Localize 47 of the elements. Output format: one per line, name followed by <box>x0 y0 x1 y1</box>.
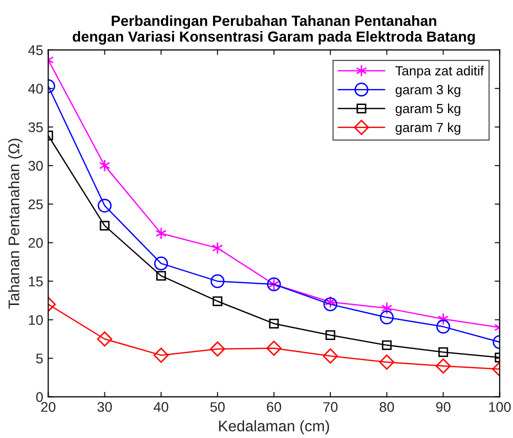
point <box>156 227 167 240</box>
y-tick-label: 10 <box>28 315 43 325</box>
x-tick-label: 100 <box>489 402 511 412</box>
point <box>100 220 110 231</box>
point <box>154 348 169 363</box>
x-tick-label: 40 <box>154 402 168 412</box>
point <box>98 198 112 213</box>
x-tick-label: 60 <box>266 402 282 412</box>
point <box>156 270 166 281</box>
y-axis-title: Tahanan Pentanahan (Ω) <box>8 138 22 309</box>
y-tick-label: 30 <box>28 160 43 171</box>
y-tick-label: 35 <box>28 122 43 132</box>
y-tick-label: 5 <box>36 354 43 364</box>
y-tick-label: 20 <box>28 238 43 248</box>
x-tick-label: 70 <box>323 402 338 412</box>
point <box>323 297 338 312</box>
point <box>322 348 338 364</box>
point <box>379 354 394 370</box>
point <box>210 341 226 357</box>
legend-label: Tanpa zat aditif <box>395 66 484 78</box>
point <box>438 347 448 357</box>
x-axis-title: Kedalaman (cm) <box>219 420 330 434</box>
y-tick-label: 25 <box>28 199 43 210</box>
point <box>266 340 282 356</box>
point <box>382 340 392 350</box>
point <box>380 310 394 324</box>
x-tick-label: 90 <box>436 402 450 412</box>
x-tick-label: 50 <box>210 402 225 412</box>
point <box>326 330 336 340</box>
legend-label: garam 5 kg <box>396 104 460 116</box>
legend-label: garam 3 kg <box>396 84 460 97</box>
point <box>97 331 112 347</box>
point <box>212 296 222 306</box>
x-tick-label: 80 <box>380 402 394 412</box>
legend-label: garam 7 kg <box>396 122 460 135</box>
y-tick-label: 40 <box>28 84 43 94</box>
point <box>436 358 451 374</box>
point <box>154 256 168 270</box>
x-tick-label: 30 <box>97 402 112 412</box>
point <box>210 274 224 288</box>
y-tick-label: 0 <box>36 392 43 402</box>
chart-title: Perbandingan Perubahan Tahanan Pentanahan dengan Variasi Konsentrasi Garam pada Elektroda Batang <box>72 15 475 45</box>
point <box>436 320 450 334</box>
y-tick-label: 15 <box>28 276 43 286</box>
point <box>269 318 279 328</box>
point <box>99 159 110 172</box>
y-tick-label: 45 <box>28 45 43 56</box>
